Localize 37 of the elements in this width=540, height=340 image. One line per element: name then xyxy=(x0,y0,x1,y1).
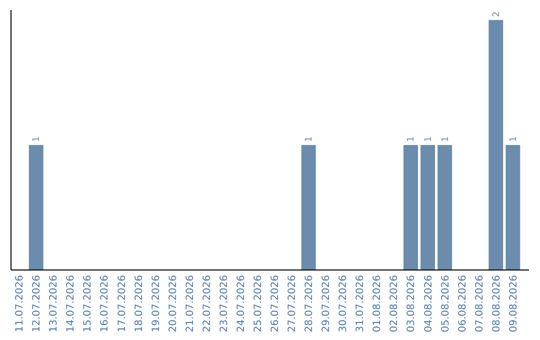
x-tick-label: 27.07.2026 xyxy=(287,275,298,332)
x-tick-label: 08.08.2026 xyxy=(491,275,502,332)
x-tick-label: 03.08.2026 xyxy=(406,275,418,332)
x-tick-label: 29.07.2026 xyxy=(321,275,332,332)
x-tick-label: 07.08.2026 xyxy=(474,275,486,332)
data-label: 1 xyxy=(508,136,519,142)
x-tick-label: 20.07.2026 xyxy=(168,275,179,332)
x-tick-label: 19.07.2026 xyxy=(150,275,162,332)
x-tick-label: 30.07.2026 xyxy=(338,275,350,332)
x-tick-label: 13.07.2026 xyxy=(48,275,60,332)
data-label: 1 xyxy=(424,136,434,142)
x-tick-label: 22.07.2026 xyxy=(202,275,213,332)
x-tick-label: 28.07.2026 xyxy=(304,275,316,332)
data-label: 1 xyxy=(32,136,42,142)
x-tick-label: 11.07.2026 xyxy=(14,275,26,332)
x-tick-label: 04.08.2026 xyxy=(423,275,434,332)
x-tick-label: 01.08.2026 xyxy=(372,275,384,332)
x-tick-label: 18.07.2026 xyxy=(134,275,145,332)
x-tick-label: 09.08.2026 xyxy=(508,275,520,332)
data-label: 1 xyxy=(440,136,451,142)
x-tick-label: 16.07.2026 xyxy=(100,275,111,332)
x-tick-label: 05.08.2026 xyxy=(440,275,452,332)
x-tick-label: 23.07.2026 xyxy=(218,275,230,332)
x-tick-label: 26.07.2026 xyxy=(270,275,282,332)
x-tick-label: 21.07.2026 xyxy=(184,275,196,332)
data-label: 1 xyxy=(406,136,417,142)
x-tick-label: 24.07.2026 xyxy=(236,275,247,332)
x-tick-label: 12.07.2026 xyxy=(32,275,43,332)
x-tick-label: 17.07.2026 xyxy=(116,275,128,332)
x-tick-label: 02.08.2026 xyxy=(389,275,400,332)
x-tick-label: 14.07.2026 xyxy=(66,275,77,332)
x-tick-label: 06.08.2026 xyxy=(457,275,468,332)
x-tick-label: 15.07.2026 xyxy=(82,275,94,332)
data-label: 1 xyxy=(304,136,315,142)
x-tick-label: 31.07.2026 xyxy=(355,275,366,332)
x-tick-label: 25.07.2026 xyxy=(252,275,264,332)
data-label: 2 xyxy=(492,11,502,17)
